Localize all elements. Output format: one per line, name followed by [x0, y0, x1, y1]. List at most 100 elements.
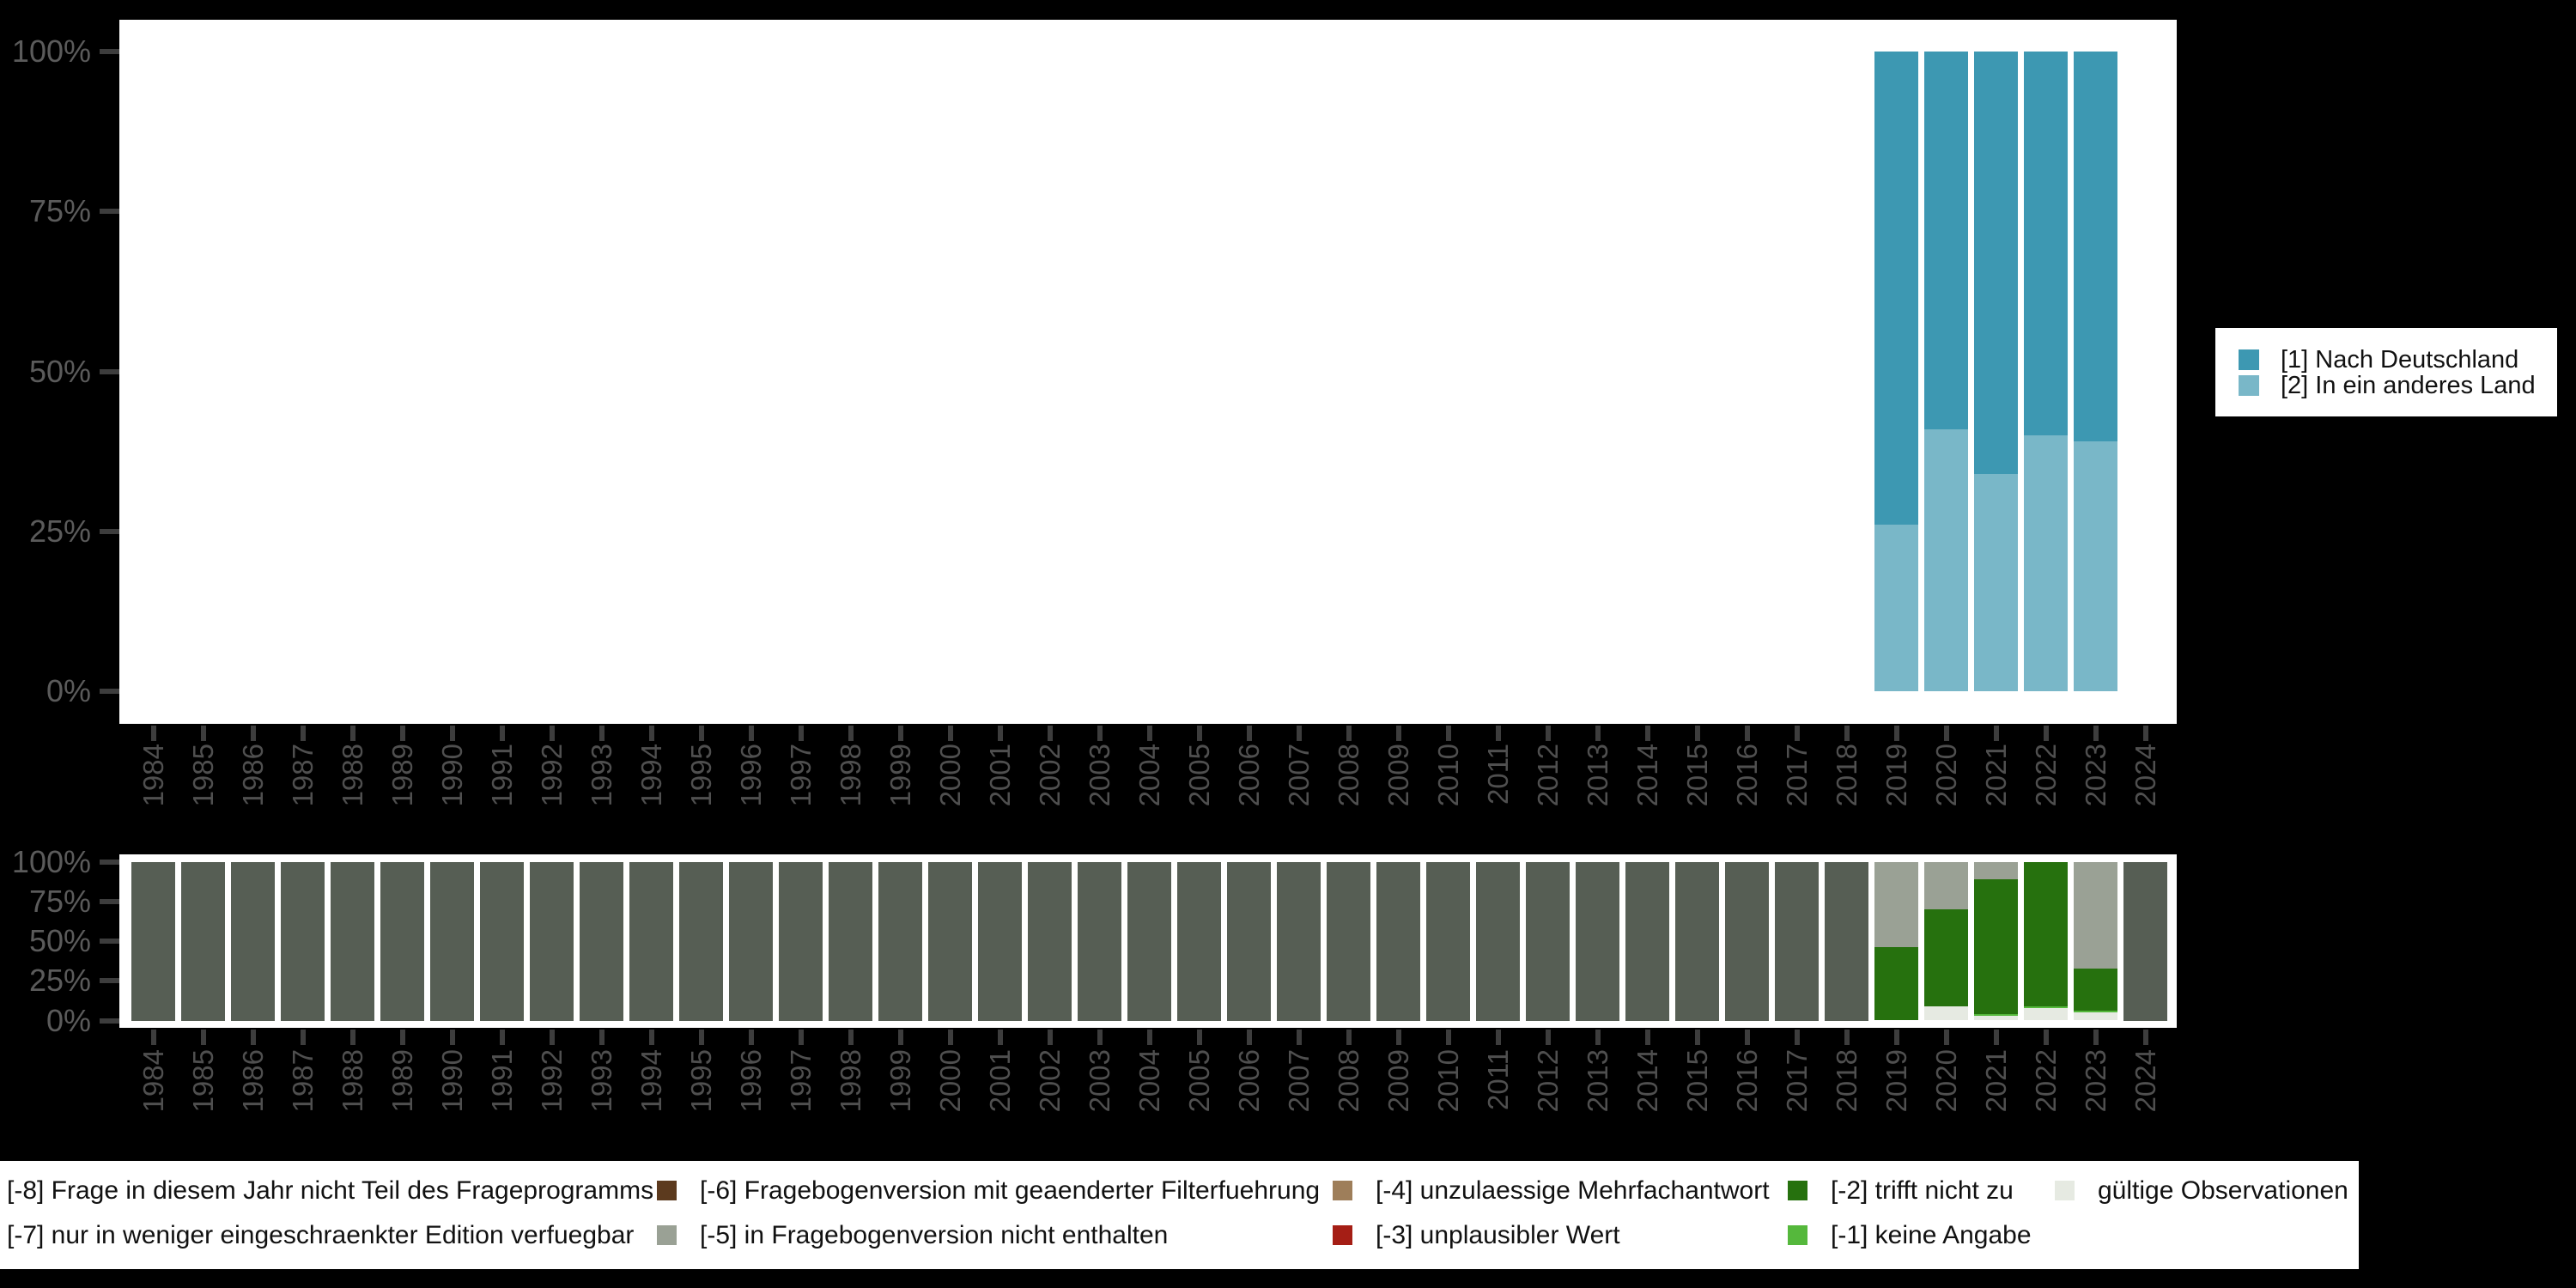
bar-segment-2: [1974, 473, 2018, 691]
x-axis-year-label: 2018: [1830, 744, 1862, 807]
x-axis-tick: [848, 726, 854, 741]
x-axis-tick: [2093, 726, 2099, 741]
x-axis-tick: [449, 726, 455, 741]
x-axis-year-label: 1989: [386, 1049, 418, 1113]
x-axis-tick: [947, 1030, 953, 1045]
x-axis-tick: [2043, 1030, 2049, 1045]
bar-segment--8: [1825, 862, 1868, 1021]
x-axis-year-label: 2013: [1581, 1049, 1613, 1113]
x-axis-tick: [1794, 1030, 1800, 1045]
x-axis-tick: [1495, 1030, 1501, 1045]
x-axis-year-label: 1994: [635, 1049, 667, 1113]
x-axis-year-label: 1998: [834, 744, 866, 807]
x-axis-tick: [1644, 726, 1650, 741]
x-axis-tick: [947, 726, 953, 741]
x-axis-tick: [1296, 1030, 1302, 1045]
x-axis-tick: [1993, 1030, 1999, 1045]
y-axis-tick-label: 75%: [28, 193, 91, 229]
bar-segment--8: [530, 862, 574, 1021]
x-axis-year-label: 1997: [784, 744, 817, 807]
legend-label--6: [-6] Fragebogenversion mit geaenderter F…: [700, 1176, 1321, 1205]
x-axis-year-label: 2007: [1282, 1049, 1315, 1113]
bar-segment--8: [131, 862, 175, 1021]
x-axis-tick: [150, 726, 156, 741]
x-axis-year-label: 2000: [933, 744, 966, 807]
legend-key--4: [1333, 1181, 1352, 1200]
bar-segment--2: [1974, 879, 2018, 1015]
x-axis-tick: [1893, 726, 1899, 741]
x-axis-tick: [2043, 726, 2049, 741]
x-axis-year-label: 1992: [535, 744, 568, 807]
top-plot-area: [119, 20, 2177, 724]
x-axis-year-label: 1988: [336, 1049, 368, 1113]
x-axis-year-label: 1992: [535, 1049, 568, 1113]
y-axis-tick: [100, 978, 119, 984]
x-axis-year-label: 2019: [1880, 1049, 1912, 1113]
x-axis-tick: [349, 1030, 355, 1045]
x-axis-tick: [997, 726, 1003, 741]
top-chart-legend: [1] Nach Deutschland [2] In ein anderes L…: [2215, 328, 2557, 416]
bar-segment--8: [1576, 862, 1619, 1021]
bar-segment-1: [1974, 52, 2018, 474]
x-axis-year-label: 2014: [1631, 1049, 1663, 1113]
x-axis-tick: [1644, 1030, 1650, 1045]
legend-key--6: [657, 1181, 677, 1200]
y-axis-tick-label: 25%: [28, 513, 91, 549]
y-axis-tick: [100, 209, 119, 215]
bar-segment-valid: [2074, 1012, 2117, 1021]
x-axis-year-label: 1984: [137, 744, 169, 807]
x-axis-year-label: 2016: [1730, 744, 1763, 807]
x-axis-year-label: 2006: [1232, 744, 1265, 807]
bar-segment-valid: [1974, 1015, 2018, 1021]
legend-key--1: [1788, 1225, 1807, 1245]
x-axis-tick: [798, 726, 804, 741]
x-axis-tick: [748, 726, 754, 741]
x-axis-tick: [1595, 1030, 1601, 1045]
y-axis-tick: [100, 528, 119, 534]
x-axis-year-label: 2017: [1780, 744, 1813, 807]
x-axis-year-label: 2008: [1332, 744, 1364, 807]
bar-segment--8: [629, 862, 673, 1021]
x-axis-year-label: 1988: [336, 744, 368, 807]
x-axis-year-label: 2022: [2029, 744, 2062, 807]
x-axis-tick: [1246, 1030, 1252, 1045]
x-axis-year-label: 1987: [286, 1049, 319, 1113]
y-axis-tick-label: 0%: [46, 1002, 91, 1038]
x-axis-tick: [1346, 726, 1352, 741]
x-axis-year-label: 2011: [1481, 1049, 1514, 1110]
x-axis-year-label: 1985: [186, 1049, 219, 1113]
x-axis-year-label: 2006: [1232, 1049, 1265, 1113]
y-axis-tick: [100, 860, 119, 865]
bar-segment-1: [2024, 52, 2068, 435]
bar-segment--8: [1078, 862, 1121, 1021]
x-axis-year-label: 2008: [1332, 1049, 1364, 1113]
x-axis-tick: [897, 726, 903, 741]
y-axis-tick: [100, 49, 119, 54]
legend-key-valid: [2055, 1181, 2075, 1200]
bar-segment--8: [231, 862, 275, 1021]
legend-key-2: [2239, 375, 2259, 396]
bar-segment--8: [1476, 862, 1520, 1021]
x-axis-year-label: 1993: [585, 744, 617, 807]
x-axis-year-label: 2011: [1481, 744, 1514, 805]
y-axis-tick-label: 50%: [28, 923, 91, 959]
y-axis-tick-label: 75%: [28, 884, 91, 920]
bar-segment--1: [1974, 1014, 2018, 1016]
x-axis-year-label: 1986: [236, 744, 269, 807]
bar-segment--8: [2123, 862, 2167, 1021]
bar-segment-2: [2024, 435, 2068, 691]
bar-segment--8: [1426, 862, 1470, 1021]
bar-segment--8: [1028, 862, 1072, 1021]
x-axis-tick: [1146, 1030, 1152, 1045]
x-axis-tick: [1744, 726, 1750, 741]
bar-segment--8: [829, 862, 872, 1021]
x-axis-tick: [1047, 726, 1053, 741]
x-axis-year-label: 1996: [734, 1049, 767, 1113]
bar-segment--8: [1177, 862, 1221, 1021]
bar-segment--8: [580, 862, 623, 1021]
x-axis-tick: [598, 1030, 605, 1045]
bar-segment--8: [1127, 862, 1171, 1021]
x-axis-tick: [399, 726, 405, 741]
x-axis-year-label: 1998: [834, 1049, 866, 1113]
bar-segment-1: [1874, 52, 1918, 526]
